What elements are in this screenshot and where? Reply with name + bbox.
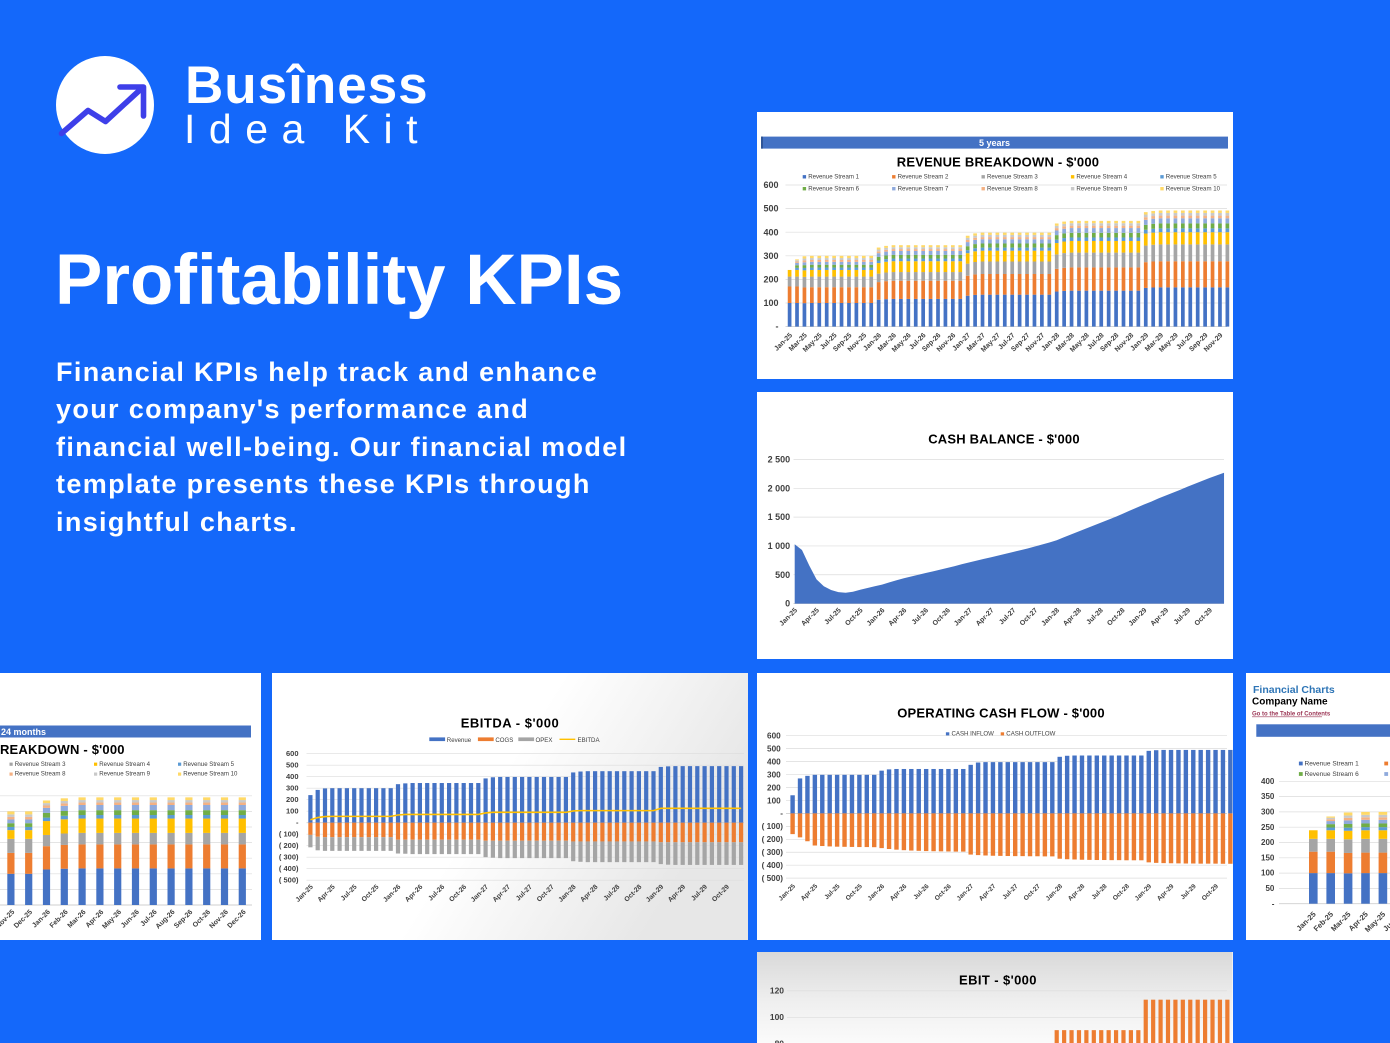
- svg-text:Revenue Stream 9: Revenue Stream 9: [1077, 186, 1128, 193]
- svg-text:OPEX: OPEX: [535, 737, 552, 744]
- svg-text:400: 400: [285, 772, 298, 781]
- svg-text:100: 100: [767, 796, 781, 805]
- svg-text:2 500: 2 500: [768, 455, 791, 465]
- svg-text:24 months: 24 months: [0, 727, 45, 737]
- svg-text:400: 400: [767, 757, 781, 766]
- svg-text:300: 300: [764, 251, 779, 261]
- svg-text:600: 600: [285, 749, 298, 758]
- svg-text:400: 400: [764, 228, 779, 238]
- svg-text:600: 600: [764, 180, 779, 190]
- svg-text:COGS: COGS: [495, 737, 513, 744]
- svg-text:( 300): ( 300): [278, 852, 298, 861]
- svg-text:( 200): ( 200): [278, 841, 298, 850]
- svg-text:5 years: 5 years: [979, 138, 1010, 148]
- svg-text:100: 100: [770, 1012, 784, 1022]
- svg-text:300: 300: [1261, 807, 1275, 816]
- svg-text:Revenue Stream 7: Revenue Stream 7: [898, 186, 949, 193]
- svg-text:CASH BALANCE - $'000: CASH BALANCE - $'000: [929, 432, 1081, 447]
- svg-text:Financial Charts: Financial Charts: [1253, 683, 1335, 695]
- svg-text:500: 500: [285, 760, 298, 769]
- svg-text:Revenue Stream 10: Revenue Stream 10: [183, 770, 238, 777]
- svg-text:Revenue Stream 8: Revenue Stream 8: [14, 770, 65, 777]
- svg-text:200: 200: [1261, 838, 1275, 847]
- svg-text:Revenue Stream 5: Revenue Stream 5: [1166, 174, 1217, 181]
- svg-text:Revenue Stream 1: Revenue Stream 1: [808, 174, 859, 181]
- svg-text:Company Name: Company Name: [1252, 696, 1328, 707]
- svg-text:200: 200: [285, 795, 298, 804]
- svg-text:( 400): ( 400): [278, 864, 298, 873]
- svg-text:100: 100: [285, 806, 298, 815]
- svg-text:CASH INFLOW: CASH INFLOW: [952, 730, 995, 737]
- svg-text:100: 100: [1261, 868, 1275, 877]
- svg-text:CASH OUTFLOW: CASH OUTFLOW: [1007, 730, 1056, 737]
- svg-text:2 000: 2 000: [768, 484, 791, 494]
- svg-text:-: -: [776, 322, 779, 332]
- svg-text:500: 500: [767, 744, 781, 753]
- svg-text:( 100): ( 100): [278, 829, 298, 838]
- svg-text:( 500): ( 500): [762, 874, 784, 883]
- svg-text:1 000: 1 000: [768, 541, 791, 551]
- svg-text:80: 80: [775, 1038, 785, 1043]
- svg-text:120: 120: [770, 985, 784, 995]
- svg-text:200: 200: [764, 275, 779, 285]
- svg-text:200: 200: [767, 783, 781, 792]
- svg-text:Jun-25: Jun-25: [1382, 909, 1390, 932]
- svg-text:( 100): ( 100): [762, 822, 784, 831]
- svg-text:( 500): ( 500): [278, 875, 298, 884]
- svg-text:300: 300: [285, 783, 298, 792]
- svg-text:Revenue Stream 2: Revenue Stream 2: [898, 174, 949, 181]
- svg-text:500: 500: [775, 570, 790, 580]
- svg-text:EBITDA - $'000: EBITDA - $'000: [460, 715, 558, 730]
- svg-text:Revenue Stream 1: Revenue Stream 1: [1305, 760, 1360, 767]
- svg-text:-: -: [781, 809, 784, 818]
- svg-text:Revenue Stream 10: Revenue Stream 10: [1166, 186, 1221, 193]
- svg-text:REVENUE BREAKDOWN - $'000: REVENUE BREAKDOWN - $'000: [0, 742, 124, 757]
- svg-text:-: -: [296, 818, 299, 827]
- svg-text:400: 400: [1261, 777, 1275, 786]
- svg-text:( 300): ( 300): [762, 848, 784, 857]
- svg-text:Revenue Stream 4: Revenue Stream 4: [1077, 174, 1128, 181]
- svg-text:1 500: 1 500: [768, 513, 791, 523]
- svg-text:250: 250: [1261, 822, 1275, 831]
- svg-text:Revenue Stream 9: Revenue Stream 9: [99, 770, 150, 777]
- svg-text:Revenue Stream 5: Revenue Stream 5: [183, 760, 234, 767]
- svg-text:EBITDA: EBITDA: [577, 737, 600, 744]
- svg-text:50: 50: [1266, 884, 1275, 893]
- svg-text:350: 350: [1261, 792, 1275, 801]
- svg-text:Revenue Stream 3: Revenue Stream 3: [987, 174, 1038, 181]
- svg-text:EBIT - $'000: EBIT - $'000: [959, 972, 1037, 987]
- svg-text:500: 500: [764, 204, 779, 214]
- svg-text:Revenue Stream 4: Revenue Stream 4: [99, 760, 150, 767]
- svg-text:REVENUE BREAKDOWN - $'000: REVENUE BREAKDOWN - $'000: [897, 155, 1099, 170]
- svg-text:0: 0: [785, 599, 790, 609]
- svg-text:Go to the Table of Contents: Go to the Table of Contents: [1252, 711, 1331, 717]
- svg-text:Revenue Stream 3: Revenue Stream 3: [14, 760, 65, 767]
- svg-text:300: 300: [767, 770, 781, 779]
- svg-text:( 400): ( 400): [762, 861, 784, 870]
- svg-text:Revenue Stream 6: Revenue Stream 6: [1305, 771, 1360, 778]
- svg-text:-: -: [1272, 899, 1275, 908]
- svg-text:Revenue Stream 8: Revenue Stream 8: [987, 186, 1038, 193]
- svg-text:( 200): ( 200): [762, 835, 784, 844]
- svg-text:Revenue Stream 6: Revenue Stream 6: [808, 186, 859, 193]
- svg-text:OPERATING CASH FLOW - $'000: OPERATING CASH FLOW - $'000: [897, 705, 1105, 720]
- svg-text:100: 100: [764, 298, 779, 308]
- svg-text:Revenue: Revenue: [446, 737, 471, 744]
- svg-text:600: 600: [767, 731, 781, 740]
- svg-text:150: 150: [1261, 853, 1275, 862]
